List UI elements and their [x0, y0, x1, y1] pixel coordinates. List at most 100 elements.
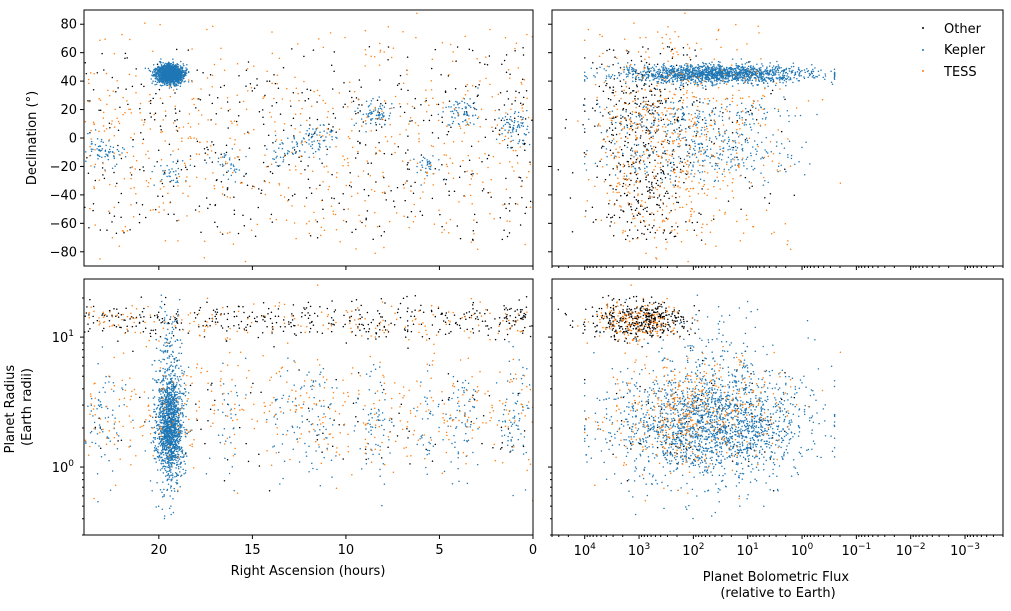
point-tess — [375, 117, 378, 120]
point-other — [519, 176, 522, 179]
point-kepler — [377, 110, 379, 112]
point-kepler — [167, 78, 169, 80]
point-other — [140, 83, 143, 86]
point-other — [116, 182, 118, 185]
point-tess — [226, 162, 229, 165]
point-tess — [193, 137, 195, 139]
point-other — [625, 91, 627, 94]
point-other — [686, 54, 688, 56]
point-other — [468, 159, 471, 162]
point-kepler — [714, 73, 716, 75]
point-kepler — [274, 151, 277, 154]
point-tess — [373, 56, 376, 58]
point-tess — [111, 120, 113, 122]
point-kepler — [457, 111, 459, 114]
point-kepler — [520, 122, 522, 124]
point-tess — [203, 257, 206, 259]
point-kepler — [699, 77, 702, 80]
point-tess — [152, 50, 154, 52]
point-tess — [373, 190, 376, 193]
point-kepler — [655, 75, 657, 77]
point-tess — [92, 121, 95, 124]
point-other — [501, 238, 504, 241]
point-other — [639, 205, 642, 207]
point-kepler — [472, 114, 474, 117]
point-tess — [126, 151, 128, 154]
point-kepler — [281, 142, 283, 144]
point-other — [521, 180, 523, 182]
point-kepler — [774, 84, 777, 87]
point-other — [399, 105, 402, 108]
point-tess — [316, 89, 319, 92]
point-kepler — [322, 139, 325, 142]
point-other — [518, 91, 520, 94]
point-other — [441, 163, 443, 166]
point-other — [612, 89, 614, 91]
point-other — [712, 218, 715, 220]
point-tess — [511, 166, 513, 168]
point-kepler — [165, 76, 167, 78]
point-other — [637, 202, 640, 204]
point-kepler — [163, 79, 166, 82]
point-other — [522, 54, 525, 56]
point-other — [101, 52, 103, 55]
point-other — [594, 109, 596, 112]
point-other — [640, 55, 642, 58]
point-kepler — [629, 72, 631, 75]
point-tess — [498, 133, 500, 135]
point-other — [769, 192, 772, 195]
point-kepler — [767, 85, 769, 87]
point-kepler — [160, 63, 163, 66]
point-other — [214, 204, 216, 207]
point-kepler — [369, 122, 372, 125]
point-tess — [270, 116, 273, 118]
point-other — [407, 135, 409, 137]
point-kepler — [424, 157, 426, 160]
point-other — [615, 188, 617, 191]
point-kepler — [232, 164, 235, 166]
point-kepler — [665, 81, 668, 84]
point-kepler — [170, 86, 173, 89]
point-other — [648, 180, 650, 183]
point-tess — [130, 187, 132, 190]
point-kepler — [426, 159, 428, 161]
point-other — [86, 157, 88, 159]
point-kepler — [772, 81, 774, 83]
point-other — [699, 101, 701, 103]
point-tess — [133, 186, 135, 189]
point-tess — [126, 100, 128, 102]
point-kepler — [645, 83, 647, 85]
point-other — [267, 134, 270, 137]
point-kepler — [165, 66, 167, 69]
point-tess — [188, 113, 191, 115]
point-kepler — [175, 162, 178, 165]
point-tess — [390, 56, 393, 59]
point-tess — [471, 84, 474, 87]
point-other — [619, 66, 622, 69]
point-tess — [516, 162, 519, 164]
point-kepler — [452, 112, 455, 115]
point-kepler — [771, 76, 774, 79]
point-kepler — [370, 100, 373, 102]
point-other — [628, 229, 631, 231]
point-other — [687, 126, 690, 128]
point-kepler — [522, 116, 524, 119]
point-tess — [213, 63, 216, 66]
point-tess — [485, 56, 487, 58]
point-kepler — [722, 75, 725, 77]
point-tess — [231, 171, 234, 174]
point-other — [680, 76, 682, 79]
point-tess — [446, 125, 448, 127]
point-other — [338, 202, 340, 204]
point-other — [646, 210, 648, 213]
point-other — [94, 179, 97, 182]
point-other — [612, 86, 615, 88]
point-kepler — [222, 174, 225, 176]
point-other — [430, 67, 433, 70]
point-kepler — [679, 79, 682, 82]
point-tess — [494, 109, 497, 112]
point-other — [639, 213, 641, 215]
point-tess — [130, 112, 132, 114]
point-kepler — [656, 71, 659, 73]
point-kepler — [421, 164, 423, 166]
